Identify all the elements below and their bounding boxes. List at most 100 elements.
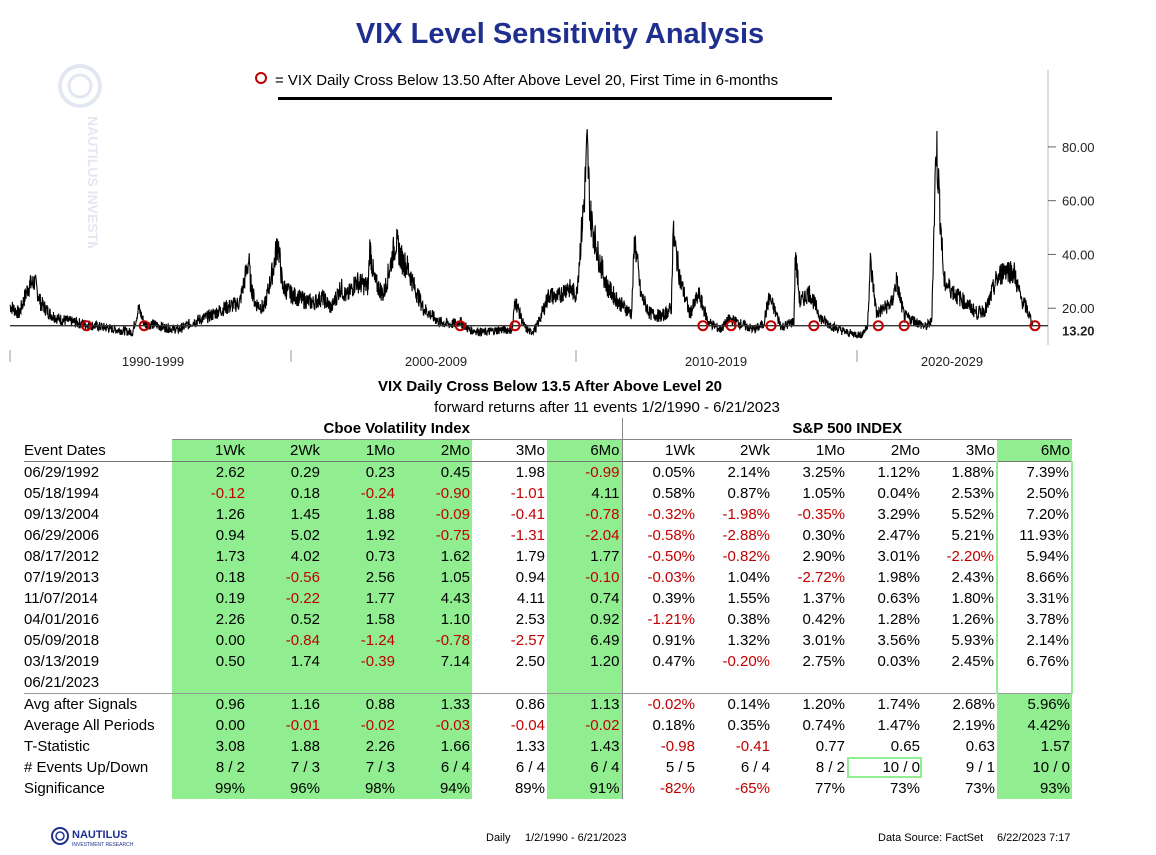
sp-value: [621, 671, 697, 693]
table-title: VIX Daily Cross Below 13.5 After Above L…: [377, 378, 723, 395]
sp-value: 3.29%: [877, 505, 920, 523]
sp-value: 2.53%: [951, 484, 994, 502]
event-date: 07/19/2013: [24, 568, 100, 586]
signal-marker: [725, 320, 737, 332]
vix-value: -1.01: [510, 484, 545, 502]
sp-value: 5.52%: [951, 505, 994, 523]
sp-value: 2.45%: [951, 652, 994, 670]
vix-value: [397, 671, 472, 693]
sp-summary-value: 9 / 1: [965, 758, 995, 776]
vix-value: -0.56: [247, 566, 322, 588]
chart-legend: = VIX Daily Cross Below 13.50 After Abov…: [255, 72, 778, 89]
sp-summary-value: 5.96%: [997, 692, 1072, 715]
table-row: 06/21/2023: [24, 671, 1073, 694]
sp-value: 3.78%: [996, 608, 1073, 630]
summary-row: Avg after Signals 0.96 1.16 0.88 1.33 0.86 1.1…: [24, 692, 1072, 715]
sp-summary-value: -0.41: [735, 737, 770, 755]
vix-value: 2.50: [515, 652, 545, 670]
vix-value: -0.41: [510, 505, 545, 523]
sp-value: 0.47%: [621, 650, 697, 672]
event-date: 05/18/1994: [24, 484, 100, 502]
vix-value: 1.20: [547, 650, 622, 672]
sp-column-header: 2Mo: [847, 439, 922, 462]
sp-value: 6.76%: [996, 650, 1073, 672]
sp-value: -1.21%: [621, 608, 697, 630]
logo-subtext: INVESTMENT RESEARCH: [72, 842, 134, 848]
sp-value: 5.21%: [951, 526, 994, 544]
sp-summary-value: -65%: [734, 779, 770, 797]
sp-summary-value: 2.19%: [952, 716, 995, 734]
vix-summary-value: 7 / 3: [322, 756, 397, 778]
sp-value: 1.26%: [951, 610, 994, 628]
vix-summary-value: 94%: [397, 777, 472, 799]
nautilus-watermark-logo: NAUTILUS INVESTMENT RESEARCH: [58, 64, 102, 248]
marker-circle-icon: [255, 72, 267, 84]
signal-marker: [808, 320, 820, 332]
event-date: 06/21/2023: [24, 673, 100, 691]
sp-value: 2.90%: [802, 547, 845, 565]
sp-summary-value: 1.57: [997, 735, 1072, 757]
vix-summary-value: 96%: [247, 777, 322, 799]
sp-value: [847, 672, 922, 694]
vix-value: [172, 671, 247, 693]
vix-value: -0.84: [247, 629, 322, 651]
vix-value: 0.73: [322, 545, 397, 567]
vix-value: -0.22: [247, 587, 322, 609]
sp-summary-value: 73%: [964, 779, 995, 797]
sp-value: 1.32%: [727, 631, 770, 649]
x-period-label: 2010-2019: [685, 354, 747, 369]
vix-value: 1.73: [172, 545, 247, 567]
vix-value: 1.10: [397, 608, 472, 630]
signal-marker: [80, 320, 92, 332]
vix-summary-value: -0.02: [322, 714, 397, 736]
sp-value: 1.80%: [951, 589, 994, 607]
vix-value: 1.98: [515, 463, 545, 481]
sp-summary-value: 0.14%: [697, 692, 772, 715]
vix-value: 4.43: [397, 587, 472, 609]
signal-marker: [872, 320, 884, 332]
vix-value: 1.77: [322, 587, 397, 609]
signal-marker: [697, 320, 709, 332]
sp-value: 1.12%: [877, 463, 920, 481]
sp-value: 2.47%: [877, 526, 920, 544]
sp-value: 0.03%: [877, 652, 920, 670]
sp-value: -1.98%: [722, 505, 770, 523]
vix-value: [247, 671, 322, 693]
vix-summary-value: 3.08: [172, 735, 247, 757]
vix-value: 6.49: [547, 629, 622, 651]
vix-value: -2.57: [510, 631, 545, 649]
sp-summary-value: 93%: [997, 777, 1072, 799]
vix-value: -0.24: [322, 482, 397, 504]
vix-value: 0.00: [172, 629, 247, 651]
vix-column-header: 3Mo: [472, 439, 547, 462]
vix-summary-value: 0.86: [472, 692, 547, 715]
sp-summary-value: -0.98: [621, 735, 697, 757]
signal-marker: [509, 320, 521, 332]
vix-value: -0.90: [397, 482, 472, 504]
sp-value: 0.04%: [877, 484, 920, 502]
sp-value: 5.94%: [996, 545, 1073, 567]
sp-summary-value: 0.65: [890, 737, 920, 755]
table-row: 06/29/1992 2.62 0.29 0.23 0.45 1.98 -0.99 0.05%…: [24, 461, 1073, 483]
sp-value: -2.72%: [797, 568, 845, 586]
vix-summary-value: 6 / 4: [397, 756, 472, 778]
sp-value: 8.66%: [996, 566, 1073, 588]
vix-summary-value: 91%: [547, 777, 622, 799]
vix-value: [547, 671, 622, 693]
last-value-label: 13.20: [1062, 324, 1095, 339]
sp-value: -0.50%: [621, 545, 697, 567]
vix-summary-value: 8 / 2: [172, 756, 247, 778]
summary-label: T-Statistic: [24, 737, 90, 755]
vix-summary-value: 99%: [172, 777, 247, 799]
y-tick-label: 20.00: [1062, 301, 1095, 316]
vix-value: -0.75: [397, 524, 472, 546]
sp-summary-value: 73%: [889, 779, 920, 797]
sp-value: -0.20%: [722, 652, 770, 670]
sp-value: 2.50%: [996, 482, 1073, 504]
sp-summary-value: -82%: [621, 777, 697, 799]
vix-summary-value: 89%: [514, 779, 545, 797]
returns-table: Cboe Volatility Index S&P 500 INDEX Event …: [24, 418, 1073, 799]
vix-summary-value: 1.33: [515, 737, 545, 755]
sp-value: [697, 672, 772, 694]
sp-value: 2.43%: [951, 568, 994, 586]
